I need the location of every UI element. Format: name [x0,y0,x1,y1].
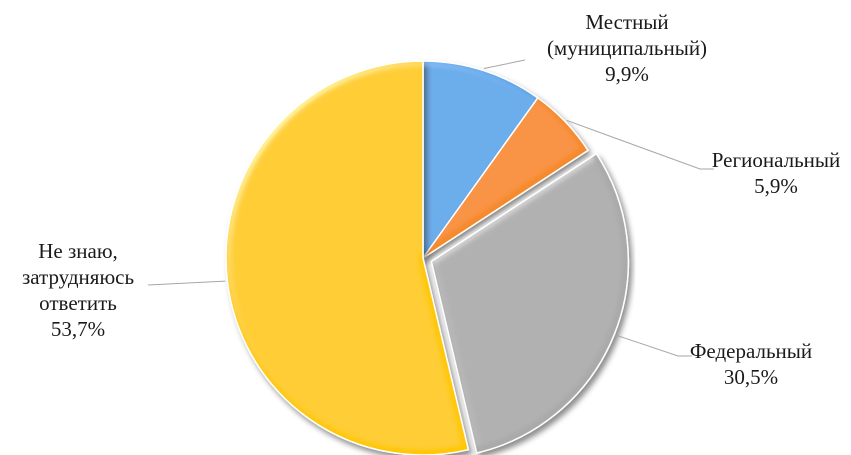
pie-slices [225,60,630,455]
slice-label-2: Региональный 5,9% [712,148,840,198]
leader-line-2 [566,119,714,170]
slice-value-label: 53,7% [51,317,105,341]
slice-labels: Местный (муниципальный) 9,9% Региональный 5,… [22,10,840,389]
slice-value-label: 30,5% [724,365,778,389]
slice-value-label: 5,9% [754,174,798,198]
pie-slice-3 [430,152,630,454]
slice-label-3: Федеральный 30,5% [690,339,812,389]
pie-slice-2 [422,96,590,259]
leader-lines [147,59,714,357]
slice-name-label: (муниципальный) [547,36,707,60]
leader-line-1 [483,59,526,70]
slice-name-label: ответить [39,291,117,315]
slice-label-1: Местный (муниципальный) 9,9% [547,10,707,86]
leader-line-4 [147,280,226,286]
pie-slice-1 [422,60,539,261]
slice-name-label: затрудняюсь [22,265,134,289]
slice-name-label: Федеральный [690,339,812,363]
leader-line-3 [615,334,692,357]
slice-name-label: Местный [585,10,668,34]
slice-name-label: Не знаю, [38,239,118,263]
slice-value-label: 9,9% [605,62,649,86]
pie-slice-4 [225,60,470,455]
slice-label-4: Не знаю, затрудняюсь ответить 53,7% [22,239,134,341]
slice-name-label: Региональный [712,148,840,172]
